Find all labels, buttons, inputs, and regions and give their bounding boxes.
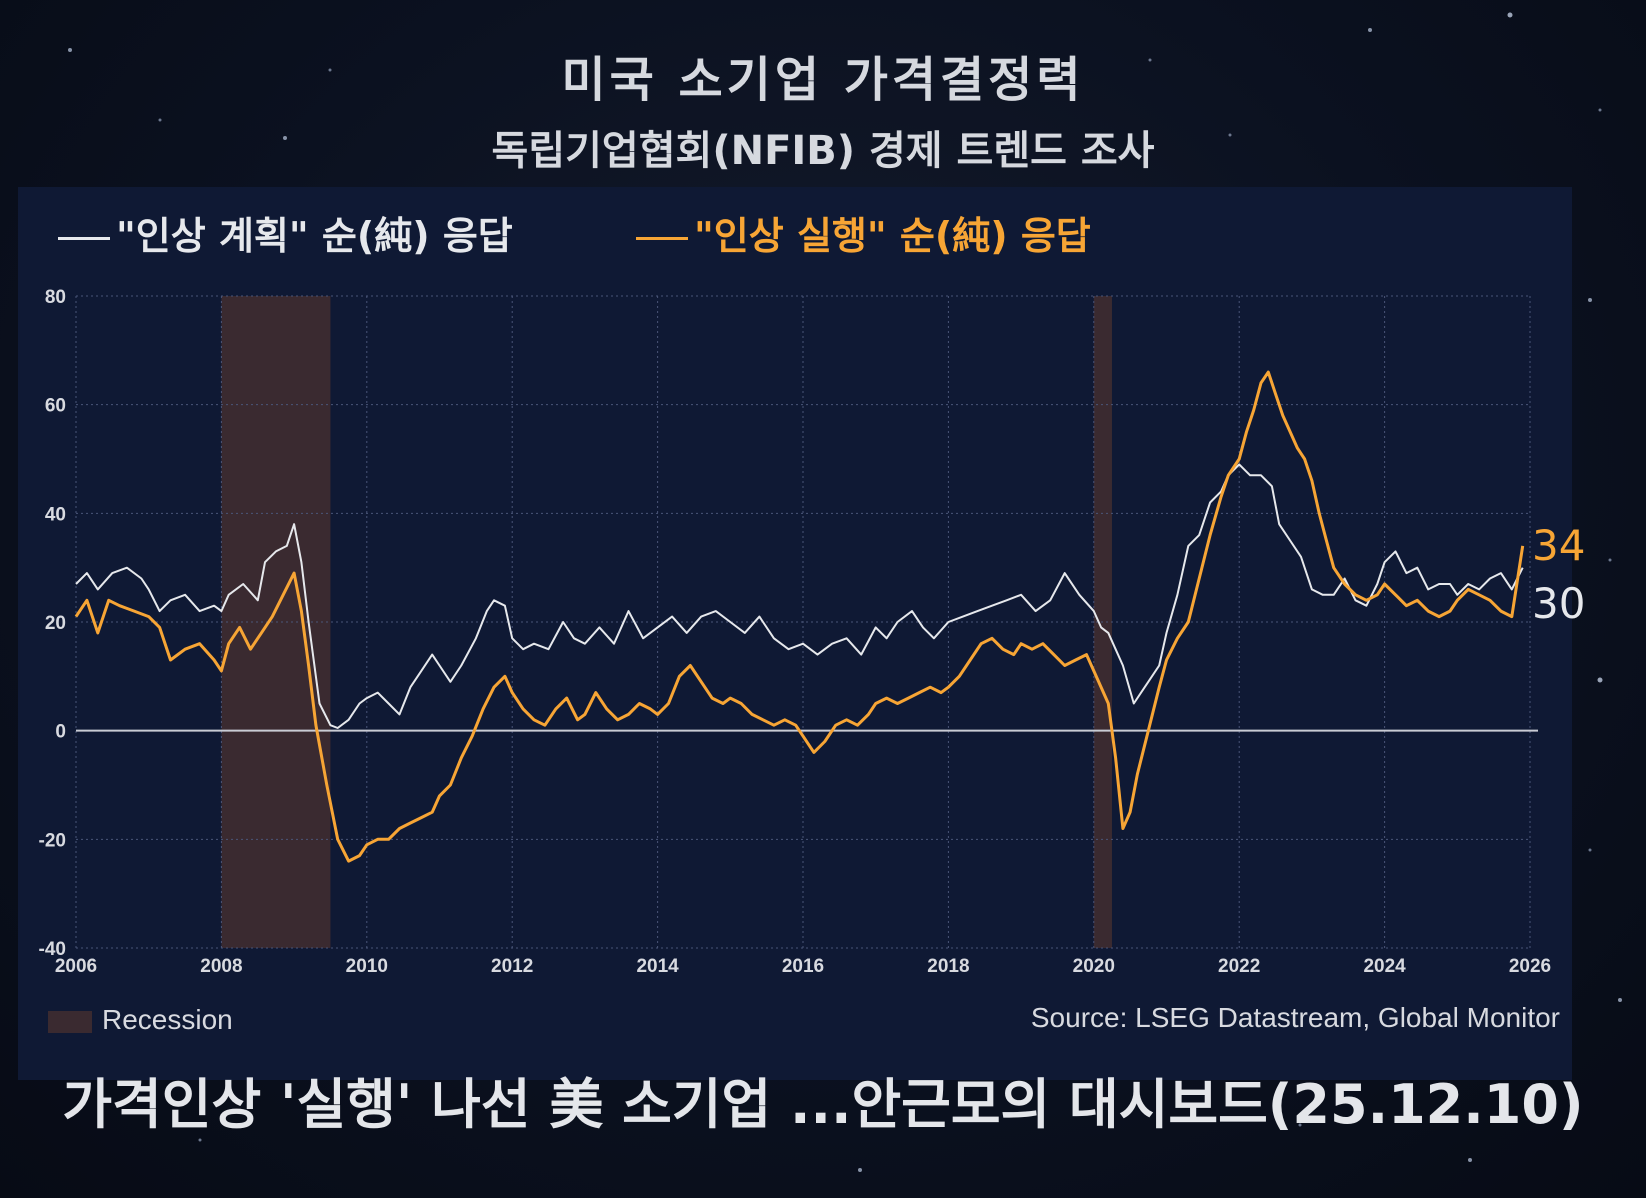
x-tick-label: 2006	[55, 956, 97, 977]
x-tick-label: 2018	[927, 956, 969, 977]
line-chart: -40 -20 0 20 40 60 80 2006 2008 2010 2012 2014 2016 2…	[39, 287, 1586, 977]
y-tick-label: 0	[55, 722, 66, 743]
x-tick-label: 2016	[782, 956, 824, 977]
chart-title: 미국 소기업 가격결정력	[561, 52, 1085, 108]
y-tick-label: 80	[45, 287, 66, 308]
y-tick-label: -40	[39, 939, 66, 960]
series-line-exec	[74, 370, 1525, 863]
recession-legend-label: Recession	[102, 1004, 233, 1035]
x-tick-label: 2010	[346, 956, 388, 977]
x-tick-label: 2008	[200, 956, 242, 977]
x-tick-label: 2020	[1073, 956, 1115, 977]
series-line-plan	[75, 463, 1524, 729]
x-tick-label: 2014	[636, 956, 679, 977]
end-label-plan: 30	[1532, 579, 1585, 628]
y-tick-label: -20	[39, 830, 66, 851]
y-tick-label: 20	[45, 613, 66, 634]
recession-legend-swatch	[48, 1011, 92, 1033]
legend-line-plan	[58, 237, 110, 240]
x-tick-label: 2012	[491, 956, 533, 977]
source-note: Source: LSEG Datastream, Global Monitor	[1030, 1002, 1560, 1033]
x-tick-label: 2024	[1363, 956, 1406, 977]
legend-label-exec: "인상 실행" 순(純) 응답	[694, 214, 1091, 258]
legend-item-plan: "인상 계획" 순(純) 응답	[58, 205, 513, 260]
legend-line-exec	[636, 237, 688, 240]
y-tick-label: 60	[45, 396, 66, 417]
chart-subtitle: 독립기업협회(NFIB) 경제 트렌드 조사	[491, 128, 1155, 174]
end-label-exec: 34	[1532, 521, 1585, 570]
x-tick-label: 2022	[1218, 956, 1260, 977]
video-caption: 가격인상 '실행' 나선 美 소기업 ...안근모의 대시보드(25.12.10…	[62, 1073, 1584, 1136]
legend-item-exec: "인상 실행" 순(純) 응답	[636, 205, 1091, 260]
y-tick-label: 40	[45, 504, 66, 525]
legend-label-plan: "인상 계획" 순(純) 응답	[116, 214, 513, 258]
x-tick-label: 2026	[1509, 956, 1551, 977]
